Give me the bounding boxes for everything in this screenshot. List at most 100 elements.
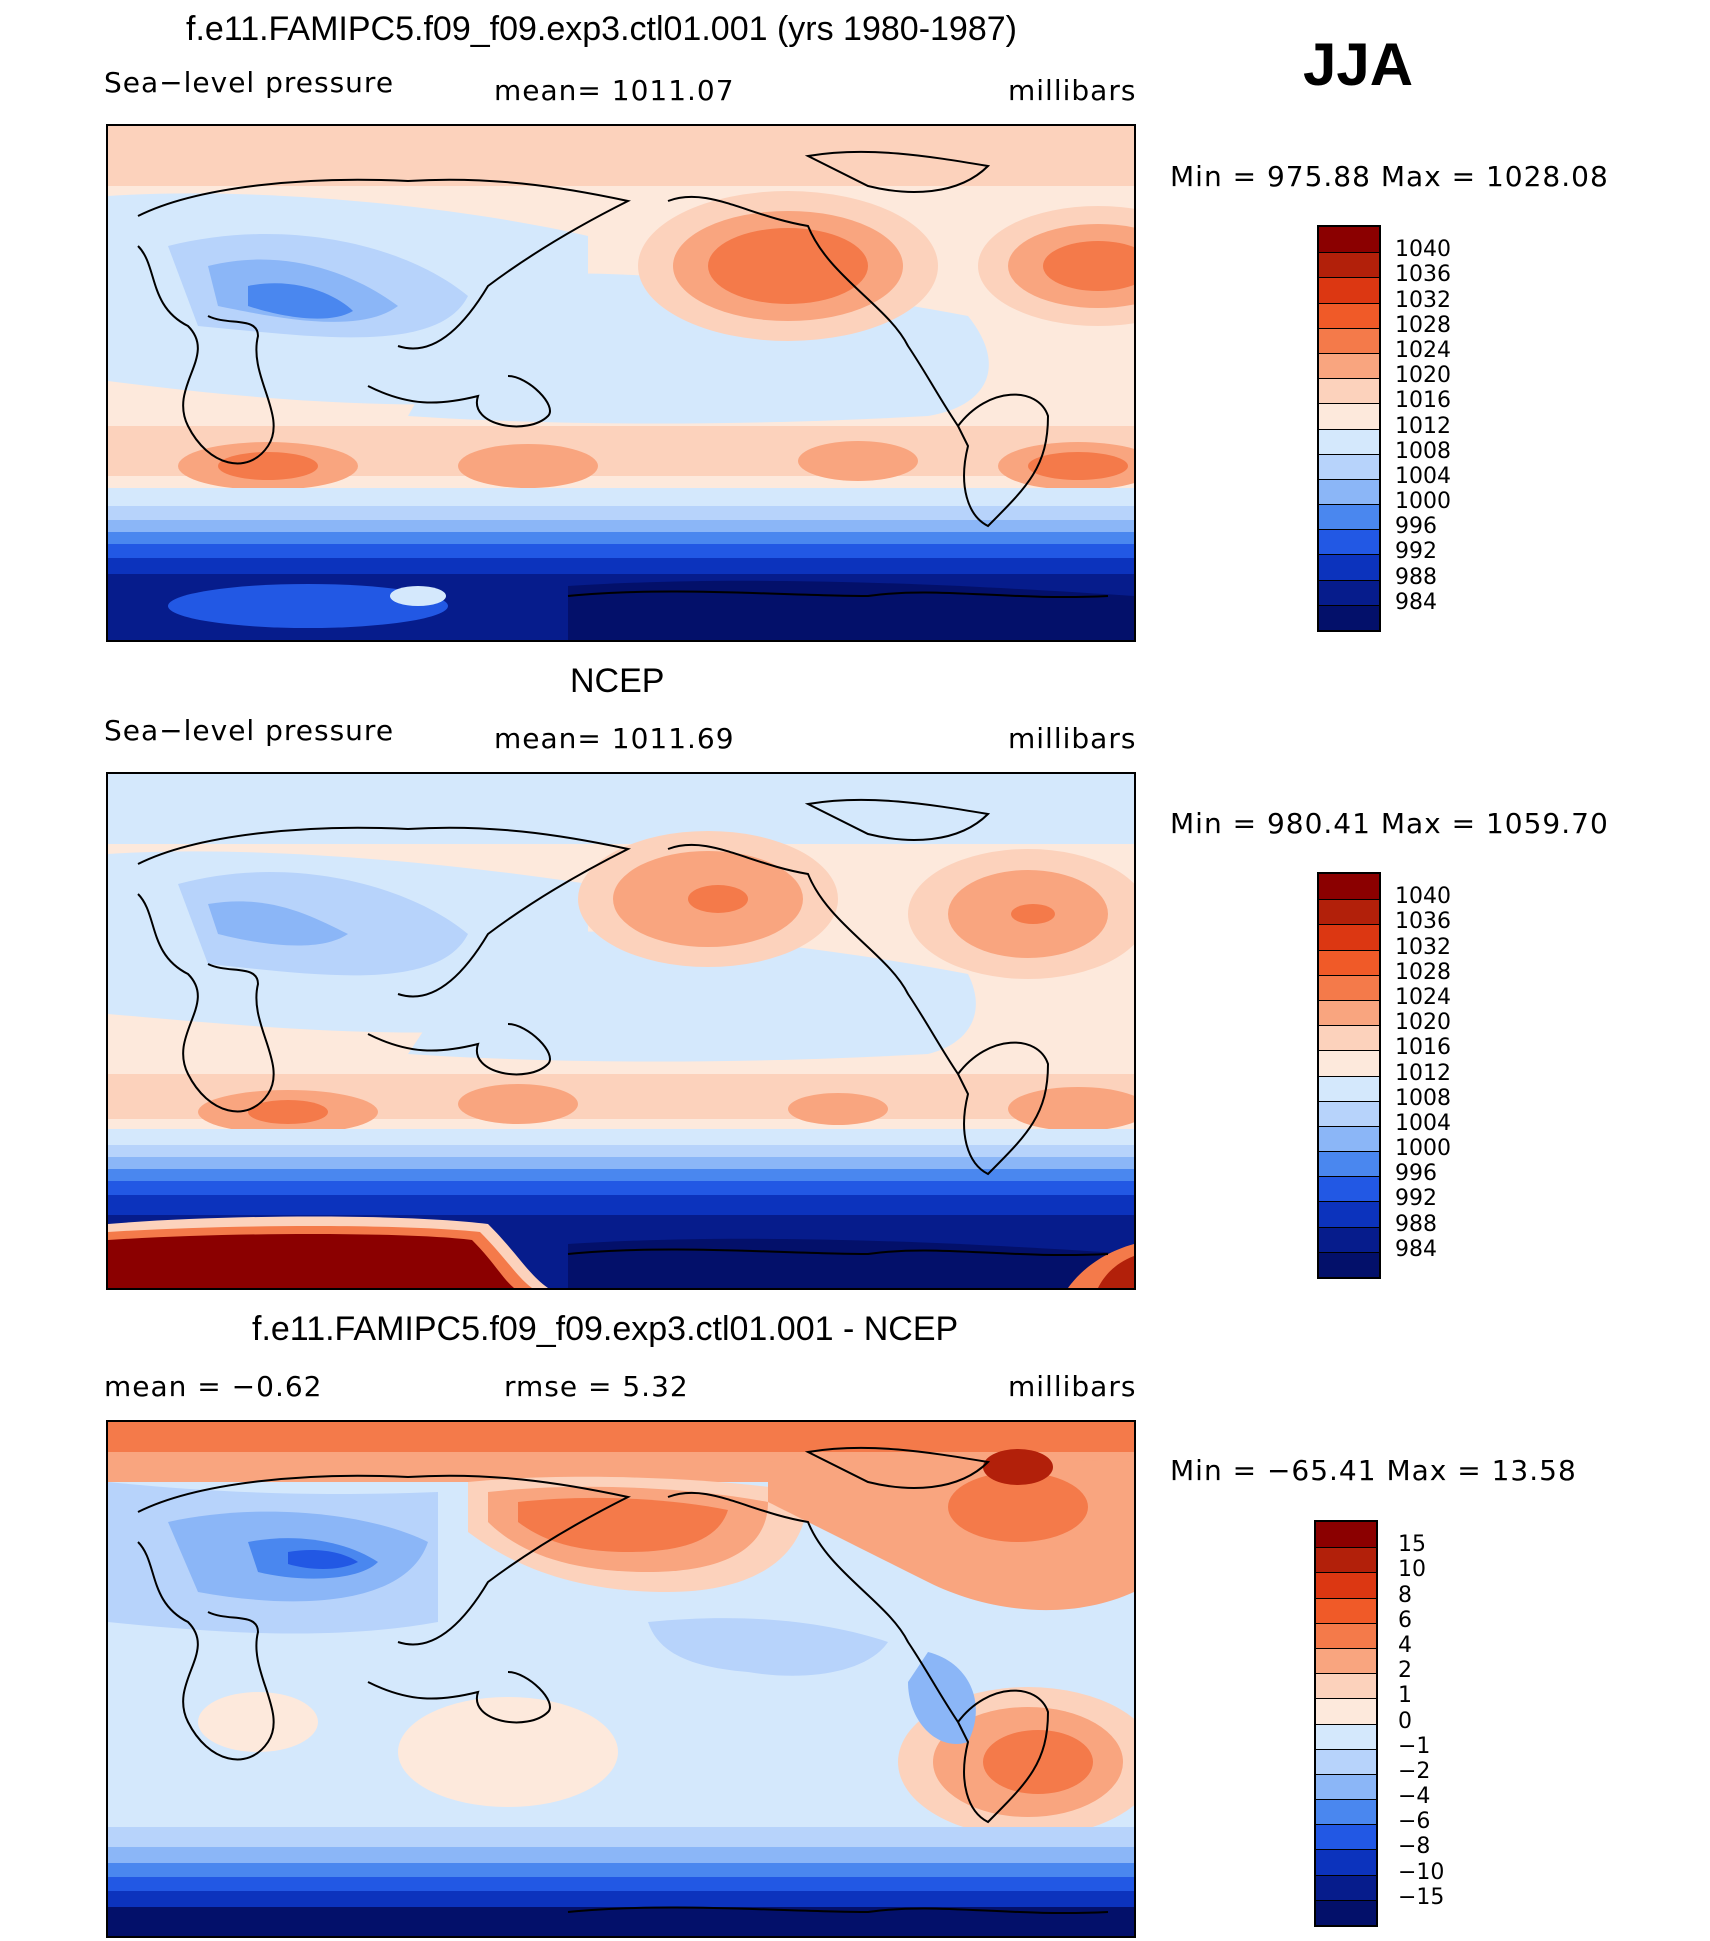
colorbar-swatch	[1319, 403, 1379, 429]
colorbar-tick-label: 1	[1398, 1683, 1412, 1709]
colorbar-tick-label: 1024	[1395, 337, 1451, 363]
colorbar-tick-label: −1	[1398, 1733, 1431, 1759]
colorbar-tick-label: 0	[1398, 1708, 1412, 1734]
colorbar-tick-label: 10	[1398, 1557, 1426, 1583]
panel2-minmax: Min = 980.41 Max = 1059.70	[1170, 807, 1609, 840]
colorbar-swatch	[1316, 1698, 1376, 1724]
colorbar-swatch	[1319, 974, 1379, 1000]
colorbar-swatch	[1319, 504, 1379, 530]
colorbar-swatch	[1319, 453, 1379, 479]
colorbar-tick-label: 1012	[1395, 413, 1451, 439]
panel3-colorbar	[1314, 1520, 1378, 1927]
colorbar-swatch	[1319, 579, 1379, 605]
panel1-title: f.e11.FAMIPC5.f09_f09.exp3.ctl01.001 (yr…	[186, 10, 1017, 48]
colorbar-tick-label: 1020	[1395, 1010, 1451, 1036]
colorbar-tick-label: 4	[1398, 1632, 1412, 1658]
panel3-mean-label: mean = −0.62	[104, 1370, 323, 1403]
colorbar-tick-label: 1040	[1395, 884, 1451, 910]
colorbar-tick-label: 1032	[1395, 287, 1451, 313]
colorbar-swatch	[1319, 252, 1379, 278]
colorbar-tick-label: 6	[1398, 1607, 1412, 1633]
colorbar-swatch	[1316, 1572, 1376, 1598]
colorbar-swatch	[1319, 378, 1379, 404]
colorbar-tick-label: 992	[1395, 539, 1437, 565]
colorbar-swatch	[1319, 1025, 1379, 1051]
panel1-colorbar-labels: 1040 1036 1032 1028 1024 1020 1016 1012 1008 1004…	[1395, 225, 1515, 628]
panel2-colorbar	[1317, 872, 1381, 1279]
colorbar-swatch	[1319, 1050, 1379, 1076]
colorbar-swatch	[1319, 1151, 1379, 1177]
colorbar-swatch	[1316, 1849, 1376, 1875]
colorbar-tick-label: 15	[1398, 1532, 1426, 1558]
panel2-title: NCEP	[570, 662, 665, 700]
colorbar-tick-label: 8	[1398, 1582, 1412, 1608]
panel2-units-label: millibars	[1008, 722, 1137, 755]
colorbar-swatch	[1319, 1201, 1379, 1227]
panel1-variable-label: Sea−level pressure	[104, 66, 395, 99]
colorbar-swatch	[1319, 999, 1379, 1026]
colorbar-tick-label: 1036	[1395, 262, 1451, 288]
colorbar-swatch	[1316, 1773, 1376, 1800]
colorbar-swatch	[1319, 874, 1379, 900]
colorbar-swatch	[1319, 899, 1379, 925]
colorbar-tick-label: 1016	[1395, 1035, 1451, 1061]
panel3-map	[106, 1420, 1136, 1938]
panel3-minmax: Min = −65.41 Max = 13.58	[1170, 1454, 1577, 1487]
colorbar-swatch	[1316, 1597, 1376, 1623]
panel2-variable-label: Sea−level pressure	[104, 714, 395, 747]
colorbar-tick-label: 1032	[1395, 934, 1451, 960]
colorbar-swatch	[1316, 1899, 1376, 1925]
colorbar-tick-label: 1012	[1395, 1060, 1451, 1086]
colorbar-tick-label: 996	[1395, 514, 1437, 540]
colorbar-tick-label: 988	[1395, 564, 1437, 590]
colorbar-tick-label: 1004	[1395, 1110, 1451, 1136]
colorbar-tick-label: 2	[1398, 1658, 1412, 1684]
panel3-rmse-label: rmse = 5.32	[504, 1370, 689, 1403]
panel2-mean-label: mean= 1011.69	[494, 722, 735, 755]
colorbar-swatch	[1316, 1723, 1376, 1749]
colorbar-swatch	[1316, 1522, 1376, 1548]
colorbar-swatch	[1316, 1799, 1376, 1825]
colorbar-tick-label: −10	[1398, 1859, 1445, 1885]
colorbar-swatch	[1316, 1673, 1376, 1699]
colorbar-swatch	[1319, 478, 1379, 505]
colorbar-tick-label: 1036	[1395, 909, 1451, 935]
colorbar-swatch	[1316, 1748, 1376, 1774]
colorbar-swatch	[1319, 1226, 1379, 1252]
colorbar-tick-label: 1028	[1395, 312, 1451, 338]
colorbar-swatch	[1316, 1547, 1376, 1573]
panel1-map	[106, 124, 1136, 642]
colorbar-swatch	[1319, 1075, 1379, 1101]
colorbar-tick-label: 996	[1395, 1161, 1437, 1187]
panel2-colorbar-labels: 1040 1036 1032 1028 1024 1020 1016 1012 1008 1004…	[1395, 872, 1515, 1275]
colorbar-swatch	[1316, 1824, 1376, 1850]
colorbar-swatch	[1319, 277, 1379, 303]
colorbar-tick-label: 984	[1395, 1236, 1437, 1262]
colorbar-tick-label: 1028	[1395, 959, 1451, 985]
colorbar-tick-label: 1008	[1395, 438, 1451, 464]
colorbar-swatch	[1319, 428, 1379, 454]
season-label: JJA	[1303, 31, 1414, 98]
colorbar-swatch	[1319, 554, 1379, 580]
panel3-units-label: millibars	[1008, 1370, 1137, 1403]
panel3-colorbar-labels: 15 10 8 6 4 2 1 0 −1 −2 −4 −6 −8 −10 −15	[1398, 1520, 1518, 1923]
colorbar-swatch	[1319, 327, 1379, 353]
colorbar-tick-label: 1024	[1395, 984, 1451, 1010]
colorbar-tick-label: −2	[1398, 1758, 1431, 1784]
colorbar-tick-label: 1000	[1395, 489, 1451, 515]
colorbar-swatch	[1319, 1100, 1379, 1126]
colorbar-tick-label: 988	[1395, 1211, 1437, 1237]
panel1-mean-label: mean= 1011.07	[494, 74, 735, 107]
colorbar-tick-label: −15	[1398, 1884, 1445, 1910]
colorbar-swatch	[1319, 924, 1379, 950]
colorbar-swatch	[1316, 1622, 1376, 1648]
colorbar-tick-label: −8	[1398, 1834, 1431, 1860]
panel1-colorbar	[1317, 225, 1381, 632]
panel2-map	[106, 772, 1136, 1290]
colorbar-tick-label: 1008	[1395, 1085, 1451, 1111]
colorbar-tick-label: 1004	[1395, 463, 1451, 489]
panel1-units-label: millibars	[1008, 74, 1137, 107]
colorbar-swatch	[1319, 227, 1379, 253]
colorbar-swatch	[1316, 1874, 1376, 1900]
colorbar-tick-label: 1020	[1395, 363, 1451, 389]
